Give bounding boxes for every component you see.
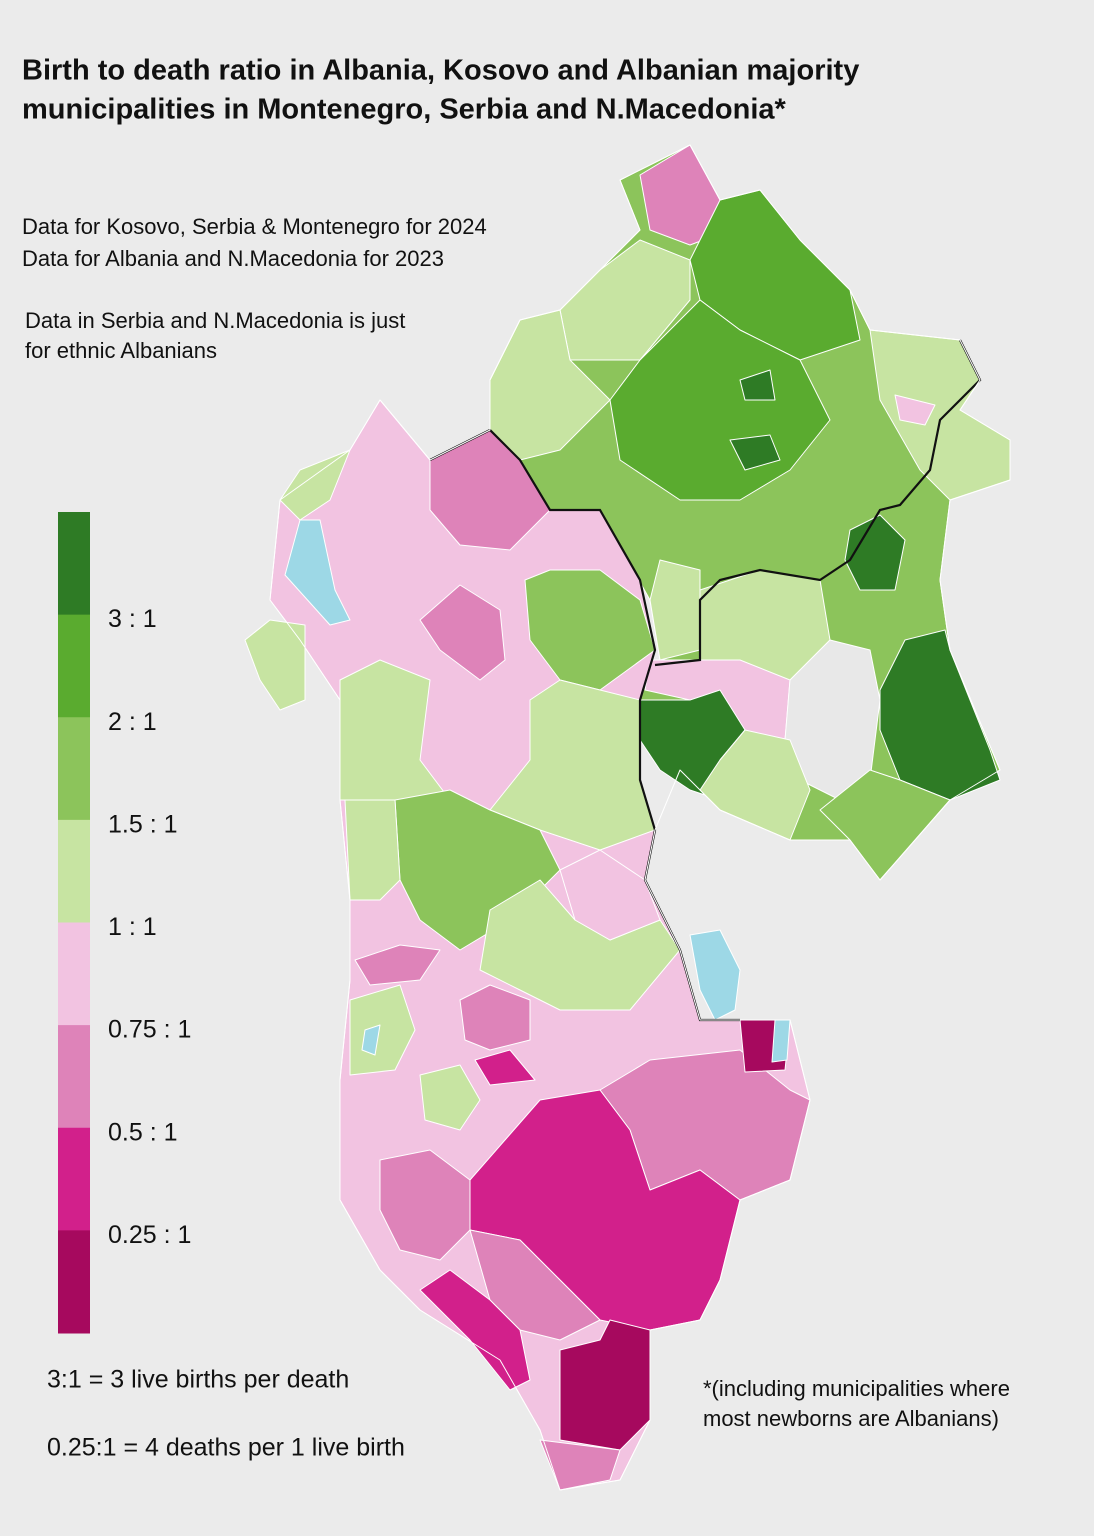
note: Data for Kosovo, Serbia & Montenegro for… <box>22 214 487 239</box>
legend-swatch <box>58 717 90 821</box>
note: Data for Albania and N.Macedonia for 202… <box>22 246 444 271</box>
legend-label: 0.75 : 1 <box>108 1016 191 1044</box>
region <box>559 849 661 941</box>
region <box>419 1269 531 1391</box>
lake <box>689 929 741 1021</box>
region <box>354 944 441 986</box>
region <box>729 434 781 471</box>
region <box>419 584 506 681</box>
region <box>474 1049 536 1086</box>
region <box>419 1064 481 1131</box>
lake <box>284 519 351 626</box>
explanation: 3:1 = 3 live births per death <box>47 1366 349 1394</box>
map <box>244 144 1011 1491</box>
legend-swatch <box>58 922 90 1026</box>
footnote: *(including municipalities where <box>703 1376 1010 1401</box>
legend-swatch <box>58 512 90 616</box>
legend-swatch <box>58 1127 90 1231</box>
legend-label: 1 : 1 <box>108 913 157 941</box>
legend-swatch <box>58 819 90 923</box>
legend-label: 1.5 : 1 <box>108 810 178 838</box>
footnote: most newborns are Albanians) <box>703 1406 999 1431</box>
legend-swatch <box>58 1025 90 1129</box>
region <box>244 619 306 711</box>
outline <box>269 144 1011 1491</box>
legend-label: 0.5 : 1 <box>108 1118 178 1146</box>
legend-label: 3 : 1 <box>108 605 157 633</box>
legend-swatch <box>58 614 90 718</box>
note: for ethnic Albanians <box>25 338 217 363</box>
legend-swatch <box>58 1230 90 1334</box>
note: Data in Serbia and N.Macedonia is just <box>25 308 405 333</box>
country-border <box>654 339 982 667</box>
legend-label: 2 : 1 <box>108 708 157 736</box>
lake <box>771 1019 791 1063</box>
region <box>539 1439 621 1491</box>
region <box>459 984 531 1051</box>
title-line: Birth to death ratio in Albania, Kosovo … <box>22 55 859 87</box>
region <box>279 449 351 521</box>
explanation: 0.25:1 = 4 deaths per 1 live birth <box>47 1434 405 1462</box>
region <box>739 369 776 401</box>
region <box>894 394 936 426</box>
title-line: municipalities in Montenegro, Serbia and… <box>22 94 787 126</box>
region <box>844 514 906 591</box>
lake <box>361 1024 381 1056</box>
region <box>344 799 401 901</box>
legend-label: 0.25 : 1 <box>108 1221 191 1249</box>
region <box>379 1149 471 1261</box>
legend: 3 : 1 2 : 1 1.5 : 1 1 : 1 0.75 : 1 0.5 : 1 0.2… <box>58 512 191 1334</box>
region <box>349 984 416 1076</box>
region <box>649 559 701 661</box>
region <box>879 629 1001 801</box>
